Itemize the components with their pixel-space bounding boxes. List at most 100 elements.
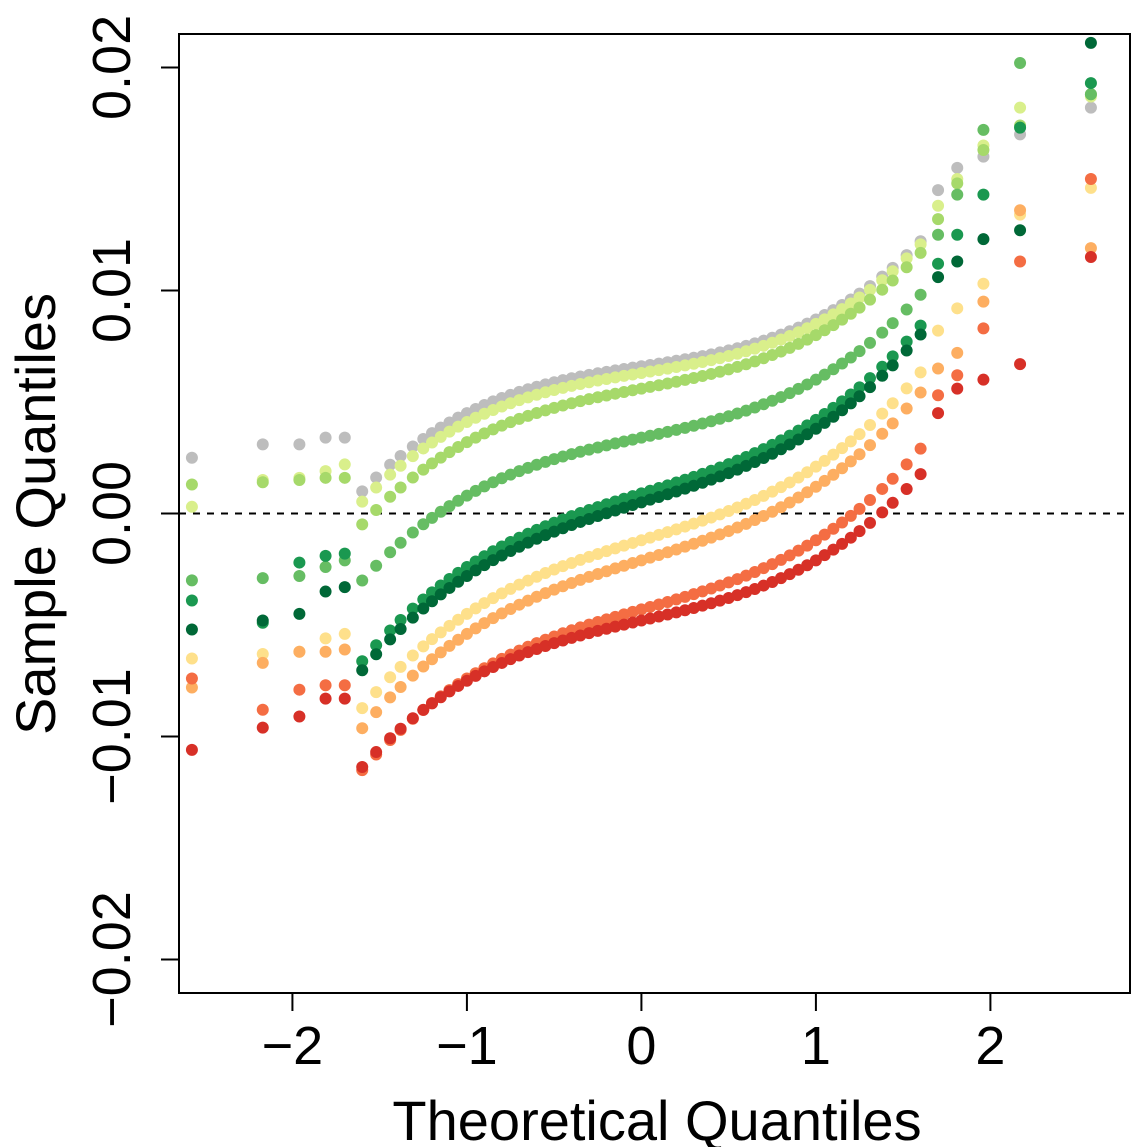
- data-point: [356, 722, 369, 735]
- data-point: [809, 460, 822, 473]
- data-point: [977, 277, 990, 290]
- data-point: [1084, 242, 1097, 255]
- data-point: [406, 611, 419, 624]
- data-point: [394, 622, 407, 635]
- y-tick-label: 0.01: [82, 238, 142, 343]
- data-point: [256, 572, 269, 585]
- data-point: [792, 433, 805, 446]
- data-point: [406, 669, 419, 682]
- data-point: [864, 372, 877, 385]
- data-point: [900, 458, 913, 471]
- y-tick-label: 0.02: [82, 15, 142, 120]
- data-point: [356, 760, 369, 773]
- data-point: [783, 438, 796, 451]
- data-point: [932, 271, 945, 284]
- data-point: [1014, 255, 1027, 268]
- data-point: [818, 454, 831, 467]
- data-point: [394, 660, 407, 673]
- data-point: [319, 632, 332, 645]
- data-point: [417, 518, 430, 531]
- data-point: [460, 607, 473, 620]
- data-point: [293, 474, 306, 487]
- data-points: [185, 36, 1097, 777]
- data-point: [452, 575, 465, 588]
- y-tick-label: 0.00: [82, 461, 142, 566]
- data-point: [384, 468, 397, 481]
- data-point: [426, 697, 439, 710]
- data-point: [886, 496, 899, 509]
- data-point: [338, 431, 351, 444]
- data-point: [844, 351, 857, 364]
- data-point: [900, 252, 913, 265]
- data-point: [417, 703, 430, 716]
- data-point: [319, 431, 332, 444]
- data-point: [886, 472, 899, 485]
- data-point: [406, 471, 419, 484]
- data-point: [434, 451, 447, 464]
- data-point: [853, 381, 866, 394]
- data-point: [256, 438, 269, 451]
- data-point: [185, 451, 198, 464]
- data-point: [426, 436, 439, 449]
- data-point: [452, 440, 465, 453]
- data-point: [1084, 36, 1097, 49]
- data-point: [384, 490, 397, 503]
- data-point: [827, 308, 840, 321]
- data-point: [338, 547, 351, 560]
- data-point: [836, 442, 849, 455]
- data-point: [876, 427, 889, 440]
- data-point: [809, 422, 822, 435]
- data-point: [256, 614, 269, 627]
- data-point: [1084, 181, 1097, 194]
- data-point: [864, 336, 877, 349]
- data-point: [370, 639, 383, 652]
- x-tick-label: −2: [262, 1016, 324, 1076]
- data-point: [900, 261, 913, 274]
- data-point: [836, 516, 849, 529]
- data-point: [443, 619, 456, 632]
- series-8: [185, 204, 1097, 735]
- data-point: [886, 359, 899, 372]
- data-point: [914, 468, 927, 481]
- data-point: [434, 505, 447, 518]
- data-point: [338, 581, 351, 594]
- data-point: [932, 257, 945, 270]
- data-point: [900, 382, 913, 395]
- data-point: [951, 302, 964, 315]
- data-point: [809, 329, 822, 342]
- data-point: [443, 425, 456, 438]
- data-point: [818, 474, 831, 487]
- data-point: [1014, 121, 1027, 134]
- data-point: [185, 652, 198, 665]
- data-point: [338, 679, 351, 692]
- data-point: [827, 363, 840, 376]
- data-point: [864, 381, 877, 394]
- data-point: [932, 213, 945, 226]
- data-point: [876, 283, 889, 296]
- data-point: [356, 574, 369, 587]
- data-point: [853, 502, 866, 515]
- data-point: [452, 679, 465, 692]
- data-point: [406, 526, 419, 539]
- data-point: [356, 655, 369, 668]
- data-point: [977, 322, 990, 335]
- data-point: [452, 633, 465, 646]
- data-point: [443, 639, 456, 652]
- data-point: [792, 491, 805, 504]
- data-point: [801, 559, 814, 572]
- data-point: [370, 686, 383, 699]
- data-point: [406, 450, 419, 463]
- y-axis-title: Sample Quantiles: [4, 293, 67, 735]
- data-point: [836, 537, 849, 550]
- series-7: [185, 181, 1097, 715]
- data-point: [1084, 88, 1097, 101]
- data-point: [460, 674, 473, 687]
- data-point: [783, 476, 796, 489]
- data-point: [185, 478, 198, 491]
- data-point: [932, 389, 945, 402]
- data-point: [876, 360, 889, 373]
- data-point: [319, 692, 332, 705]
- data-point: [827, 410, 840, 423]
- data-point: [406, 602, 419, 615]
